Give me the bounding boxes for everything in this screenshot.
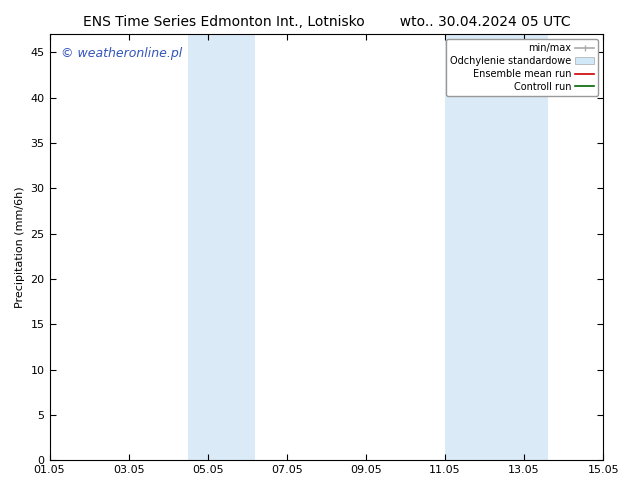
Text: © weatheronline.pl: © weatheronline.pl [61,47,182,60]
Bar [188,34,255,460]
Legend: min/max, Odchylenie standardowe, Ensemble mean run, Controll run: min/max, Odchylenie standardowe, Ensembl… [446,39,598,96]
Y-axis label: Precipitation (mm/6h): Precipitation (mm/6h) [15,186,25,308]
Bar [445,34,548,460]
Title: ENS Time Series Edmonton Int., Lotnisko        wto.. 30.04.2024 05 UTC: ENS Time Series Edmonton Int., Lotnisko … [82,15,570,29]
